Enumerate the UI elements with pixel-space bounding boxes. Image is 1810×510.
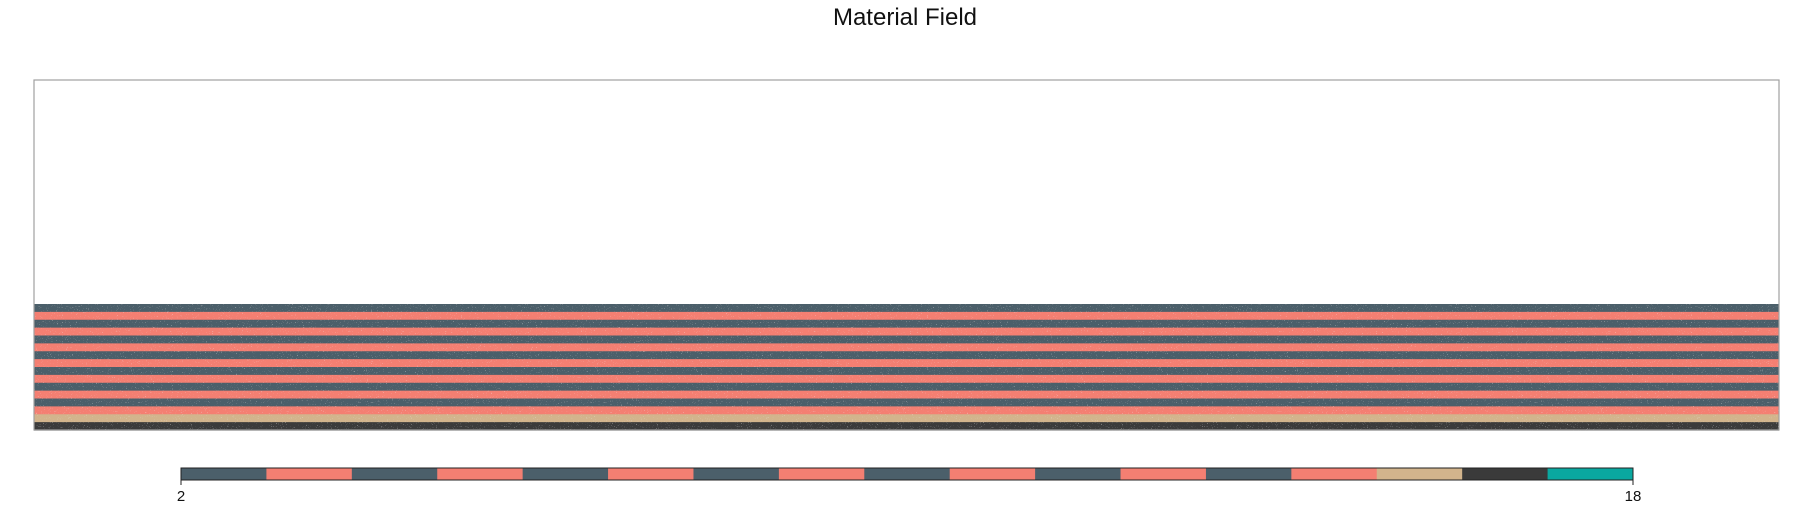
material-layer-17 xyxy=(34,422,1779,431)
material-layer-11 xyxy=(34,374,1779,384)
material-layer-4 xyxy=(34,319,1779,329)
material-layer-6 xyxy=(34,335,1779,344)
material-layer-3 xyxy=(34,311,1779,321)
colorbar-segment-14 xyxy=(1205,468,1292,480)
colorbar-segment-6 xyxy=(522,468,609,480)
material-layer-10 xyxy=(34,367,1779,376)
colorbar-segment-10 xyxy=(864,468,951,480)
material-layer-7 xyxy=(34,343,1779,352)
material-layer-8 xyxy=(34,351,1779,360)
material-layer-2 xyxy=(34,304,1779,313)
colorbar-tick-label-max: 18 xyxy=(1625,488,1642,505)
colorbar-segment-13 xyxy=(1120,468,1207,480)
material-layer-5 xyxy=(34,327,1779,337)
colorbar-segment-18 xyxy=(1547,468,1634,480)
colorbar-segment-4 xyxy=(351,468,438,480)
material-layer-9 xyxy=(34,359,1779,368)
colorbar-segment-3 xyxy=(266,468,353,480)
colorbar xyxy=(181,468,1634,480)
colorbar-segment-16 xyxy=(1376,468,1463,480)
colorbar-tick-label-min: 2 xyxy=(177,488,185,505)
colorbar-segment-9 xyxy=(778,468,865,480)
material-layer-16 xyxy=(34,414,1779,423)
colorbar-segment-5 xyxy=(437,468,524,480)
colorbar-segment-8 xyxy=(693,468,780,480)
colorbar-segment-15 xyxy=(1291,468,1378,480)
colorbar-segment-2 xyxy=(181,468,267,480)
colorbar-segment-17 xyxy=(1462,468,1549,480)
material-layer-13 xyxy=(34,390,1779,400)
chart-title: Material Field xyxy=(832,4,978,31)
colorbar-segment-11 xyxy=(949,468,1036,480)
colorbar-segment-12 xyxy=(1035,468,1122,480)
material-layer-14 xyxy=(34,398,1779,407)
material-layers xyxy=(34,304,1779,431)
material-layer-12 xyxy=(34,382,1779,392)
colorbar-outline xyxy=(180,467,1634,481)
plot-frame xyxy=(33,79,1780,431)
material-layer-15 xyxy=(34,406,1779,415)
colorbar-segment-7 xyxy=(608,468,694,480)
